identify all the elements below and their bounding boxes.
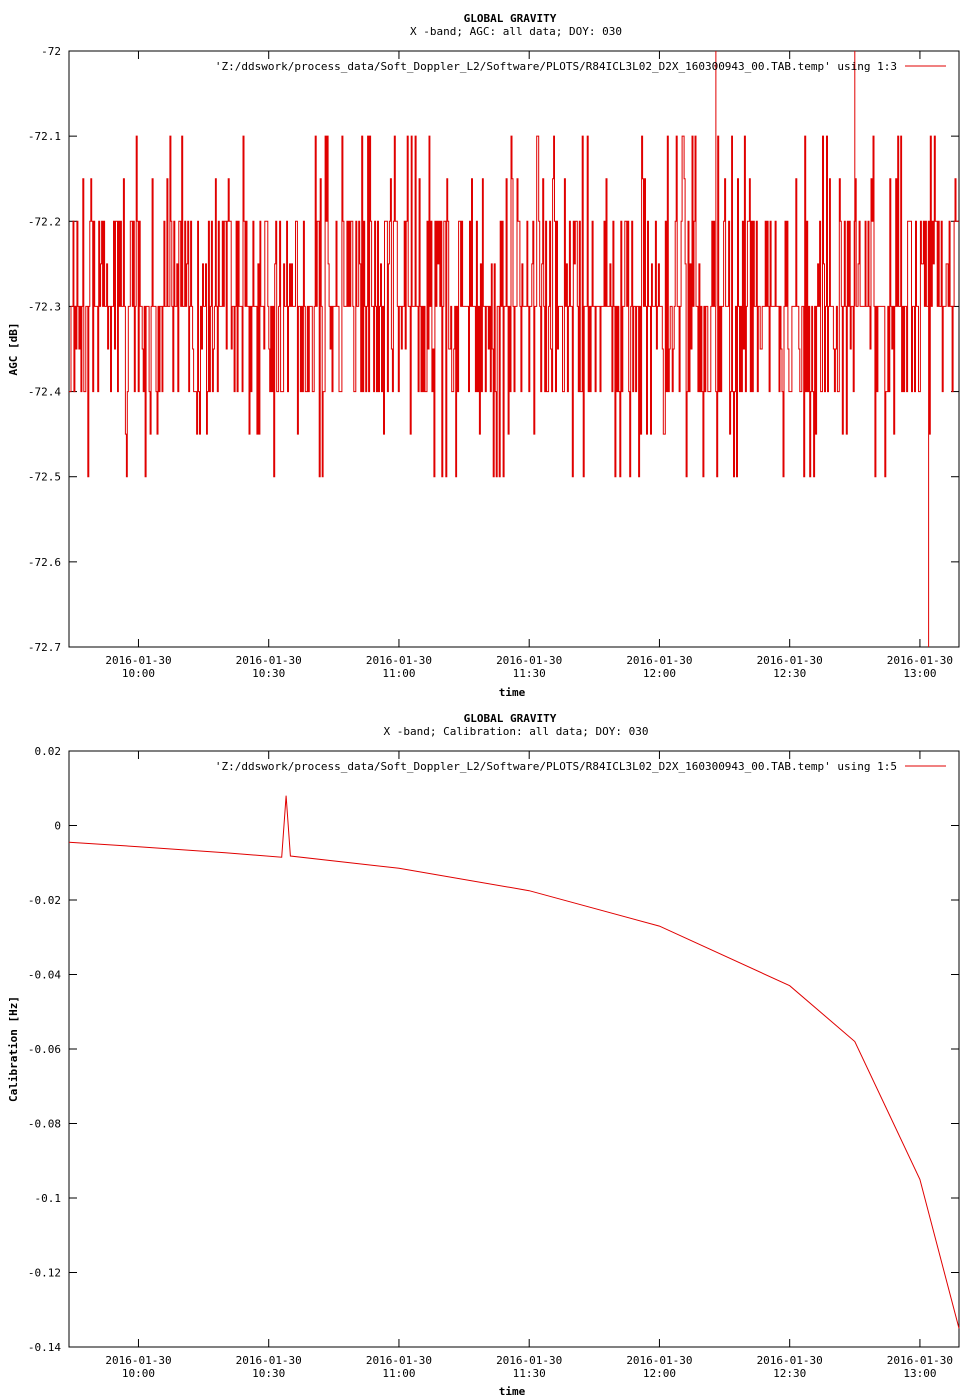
x-tick-date: 2016-01-30 [757, 654, 823, 667]
x-tick-time: 12:00 [643, 667, 676, 680]
y-tick-label: -72.6 [28, 556, 61, 569]
x-tick-time: 13:00 [903, 1367, 936, 1380]
series-agc [69, 51, 959, 647]
plot-frame [68, 750, 960, 1348]
y-tick-label: -72.5 [28, 471, 61, 484]
y-axis: -72 -72.1 -72.2 -72.3 -72.4 -72.5 -72.6 -72.7 [28, 45, 959, 654]
x-tick-date: 2016-01-30 [626, 1354, 692, 1367]
y-tick-label: -0.12 [28, 1267, 61, 1280]
x-tick-time: 11:30 [513, 667, 546, 680]
legend-label: 'Z:/ddswork/process_data/Soft_Doppler_L2… [215, 760, 897, 773]
x-tick-date: 2016-01-30 [366, 654, 432, 667]
x-tick-time: 10:00 [122, 1367, 155, 1380]
y-tick-label: -0.08 [28, 1118, 61, 1131]
y-tick-label: -0.04 [28, 969, 61, 982]
chart-subtitle: X -band; Calibration: all data; DOY: 030 [384, 725, 649, 738]
x-tick-time: 12:30 [773, 1367, 806, 1380]
x-tick-time: 11:00 [382, 667, 415, 680]
x-tick-time: 10:00 [122, 667, 155, 680]
y-tick-label: -72.1 [28, 130, 61, 143]
y-tick-label: -0.02 [28, 894, 61, 907]
x-tick-date: 2016-01-30 [887, 1354, 953, 1367]
x-tick-time: 12:00 [643, 1367, 676, 1380]
y-axis-label: Calibration [Hz] [7, 996, 20, 1102]
y-tick-label: -72.3 [28, 300, 61, 313]
y-tick-label: -0.14 [28, 1341, 61, 1354]
x-tick-time: 10:30 [252, 667, 285, 680]
chart-title: GLOBAL GRAVITY [464, 712, 557, 725]
x-tick-time: 12:30 [773, 667, 806, 680]
x-tick-date: 2016-01-30 [626, 654, 692, 667]
agc-chart: GLOBAL GRAVITY X -band; AGC: all data; D… [7, 12, 960, 699]
y-tick-label: -72.2 [28, 215, 61, 228]
y-tick-label: 0.02 [35, 745, 62, 758]
y-tick-label: -72 [41, 45, 61, 58]
x-tick-date: 2016-01-30 [757, 1354, 823, 1367]
series-line [69, 135, 959, 478]
x-tick-date: 2016-01-30 [366, 1354, 432, 1367]
x-tick-date: 2016-01-30 [105, 654, 171, 667]
x-axis-label: time [499, 1385, 526, 1398]
legend-label: 'Z:/ddswork/process_data/Soft_Doppler_L2… [215, 60, 897, 73]
x-tick-date: 2016-01-30 [105, 1354, 171, 1367]
y-tick-label: 0 [54, 820, 61, 833]
x-axis: 2016-01-3010:002016-01-3010:302016-01-30… [105, 51, 953, 680]
x-tick-time: 11:30 [513, 1367, 546, 1380]
x-tick-date: 2016-01-30 [236, 654, 302, 667]
x-tick-time: 10:30 [252, 1367, 285, 1380]
y-tick-label: -0.06 [28, 1043, 61, 1056]
y-tick-label: -72.7 [28, 641, 61, 654]
series-line [68, 795, 960, 1329]
chart-subtitle: X -band; AGC: all data; DOY: 030 [410, 25, 622, 38]
x-tick-time: 11:00 [382, 1367, 415, 1380]
y-tick-label: -72.4 [28, 386, 61, 399]
x-tick-date: 2016-01-30 [236, 1354, 302, 1367]
x-tick-date: 2016-01-30 [496, 654, 562, 667]
chart-title: GLOBAL GRAVITY [464, 12, 557, 25]
y-axis: 0.02 0 -0.02 -0.04 -0.06 -0.08 -0.1 -0.12 -0.14 [28, 745, 959, 1354]
y-axis-label: AGC [dB] [7, 323, 20, 376]
plot-frame [68, 50, 960, 648]
x-axis-label: time [499, 686, 526, 699]
series-calibration [68, 795, 960, 1329]
x-tick-date: 2016-01-30 [496, 1354, 562, 1367]
x-tick-date: 2016-01-30 [887, 654, 953, 667]
x-tick-time: 13:00 [903, 667, 936, 680]
calibration-chart: GLOBAL GRAVITY X -band; Calibration: all… [7, 712, 960, 1398]
x-axis: 2016-01-3010:002016-01-3010:302016-01-30… [105, 751, 953, 1380]
y-tick-label: -0.1 [35, 1192, 62, 1205]
